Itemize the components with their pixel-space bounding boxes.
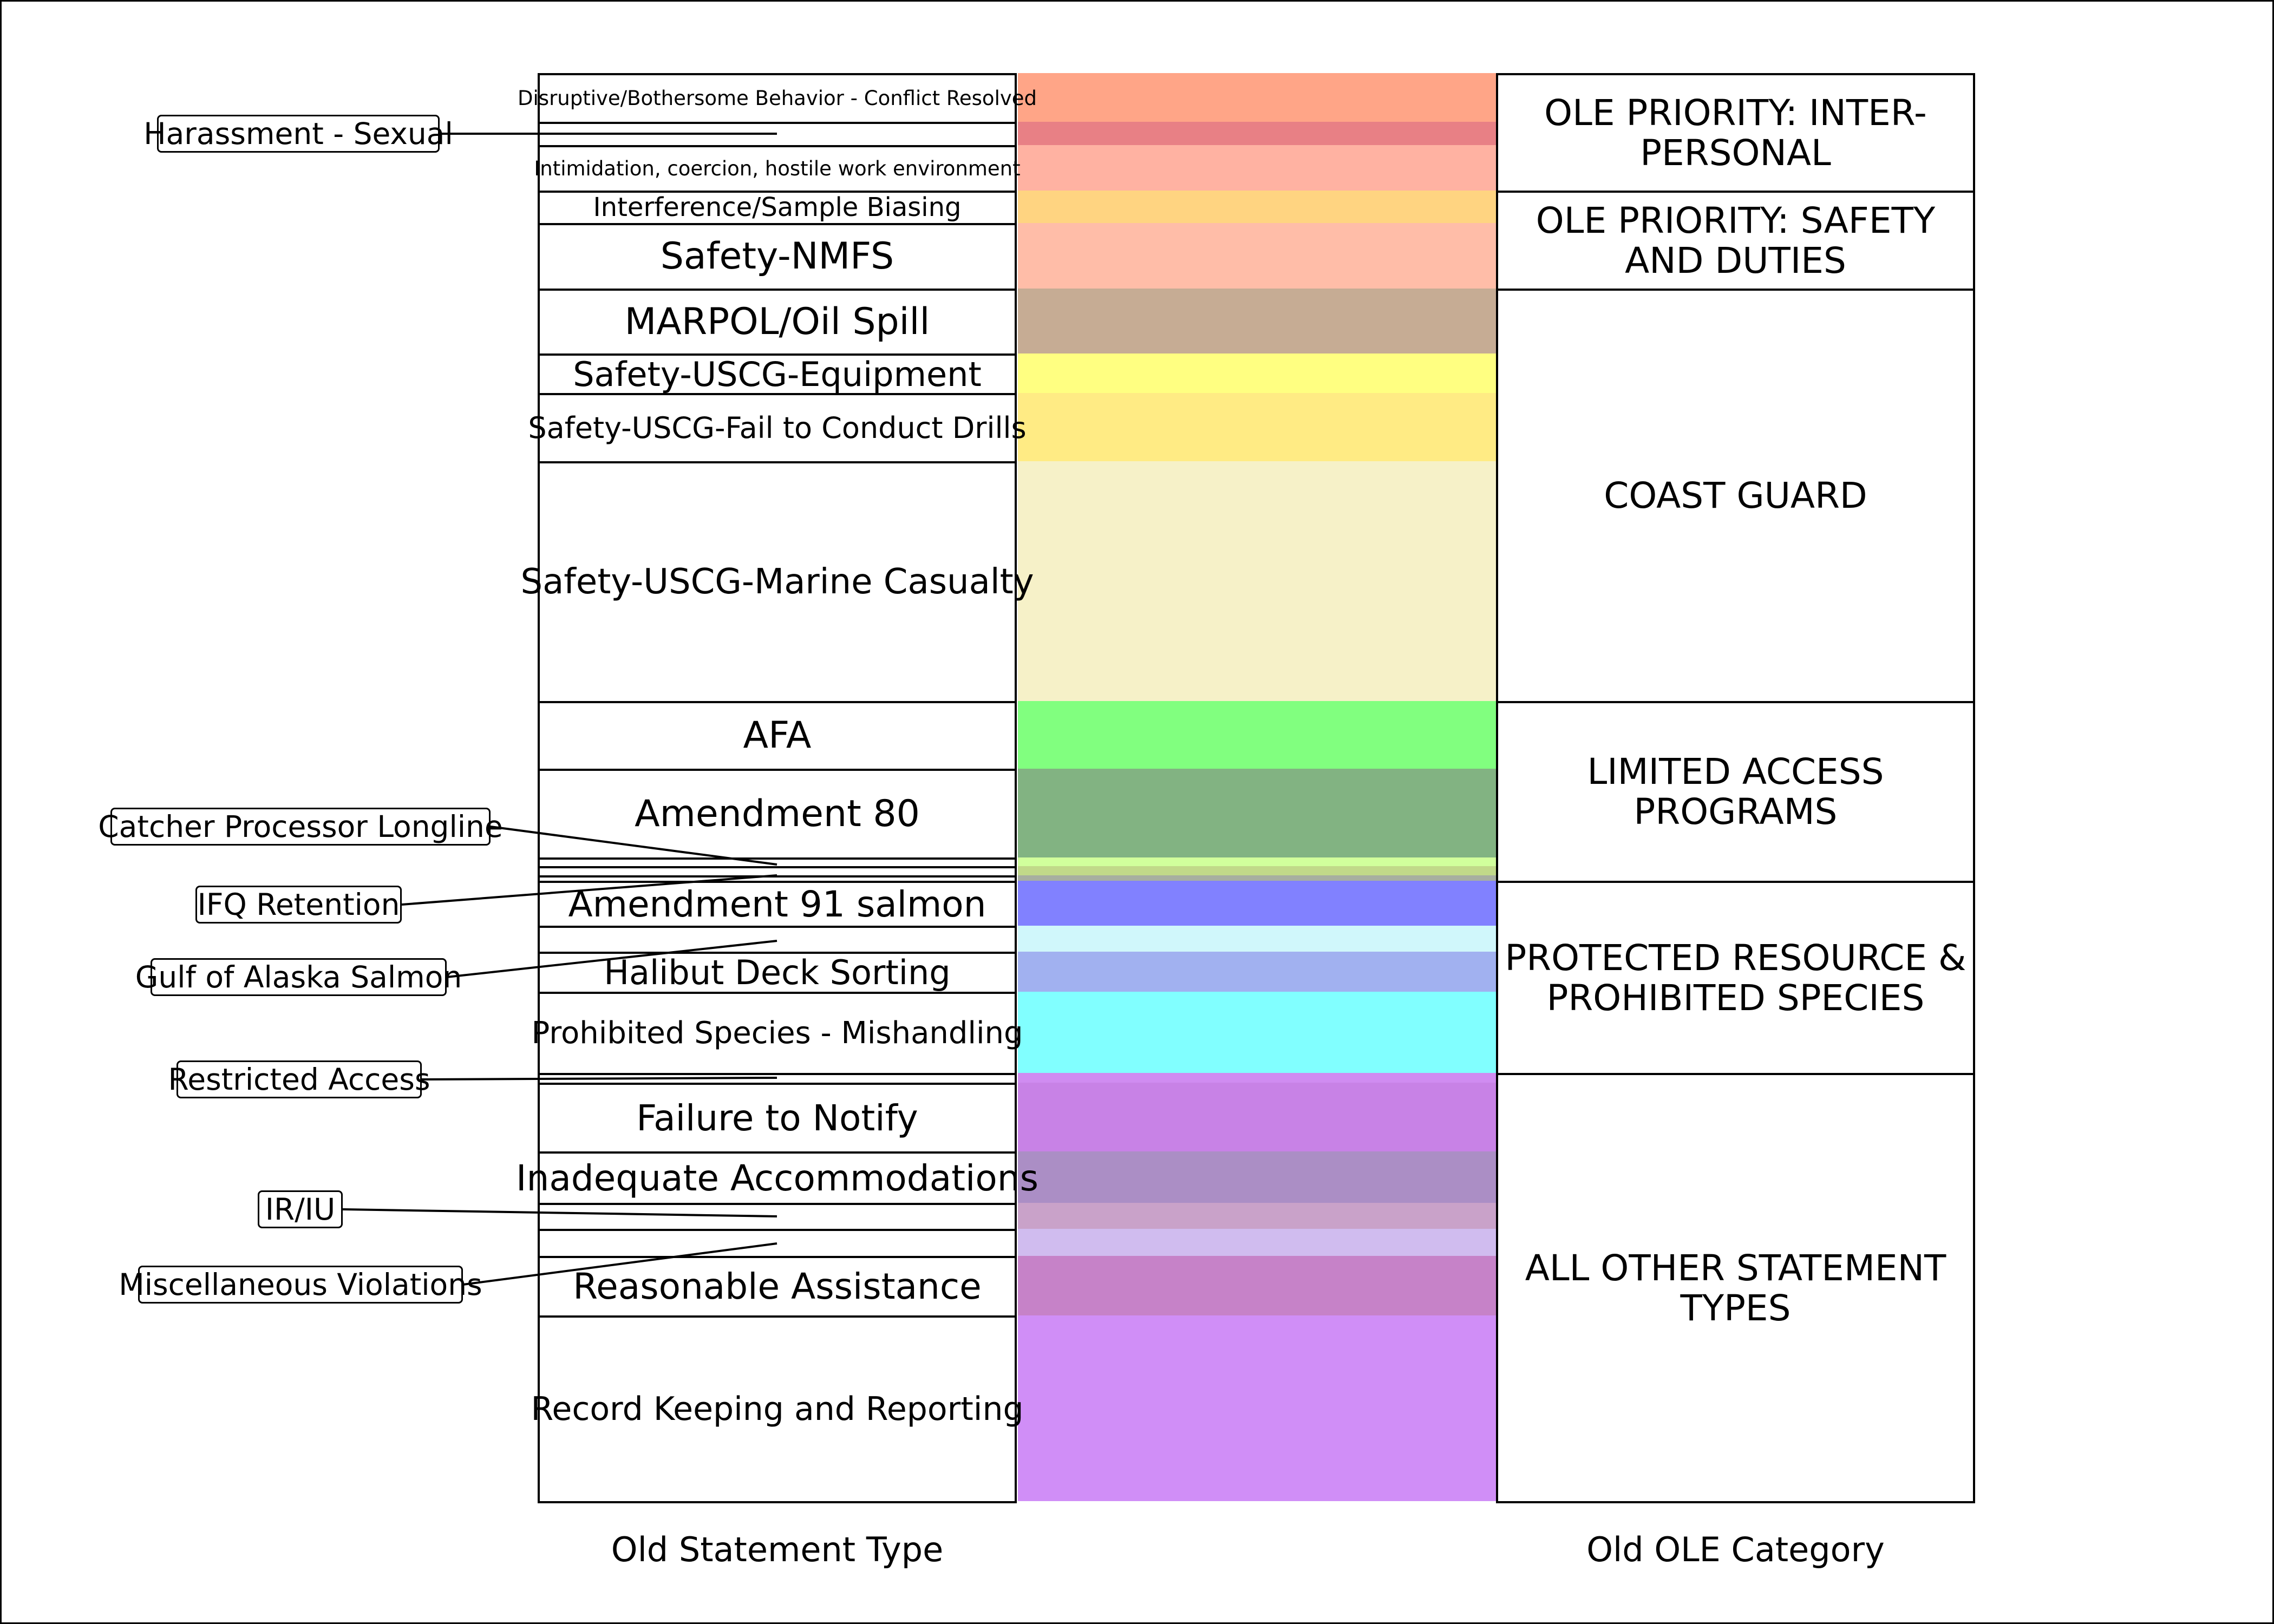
color-band <box>1018 122 1496 145</box>
leader-line <box>342 1208 777 1217</box>
statement-type-label: Interference/Sample Biasing <box>593 192 962 223</box>
color-band <box>1018 952 1496 992</box>
color-band <box>1018 73 1496 122</box>
color-band <box>1018 145 1496 191</box>
color-band <box>1018 866 1496 875</box>
statement-type-label: Reasonable Assistance <box>573 1266 982 1308</box>
statement-type-label: Disruptive/Bothersome Behavior - Conflic… <box>518 87 1037 110</box>
footer-left-label: Old Statement Type <box>611 1530 944 1569</box>
color-band <box>1018 701 1496 769</box>
ole-category-label: OLE PRIORITY: INTER-PERSONAL <box>1544 91 1927 174</box>
callout-label: Gulf of Alaska Salmon <box>135 958 462 996</box>
ole-category-cell: OLE PRIORITY: INTER-PERSONAL <box>1496 73 1975 193</box>
leader-line <box>446 940 777 978</box>
color-band <box>1018 191 1496 223</box>
statement-type-label: Amendment 80 <box>635 792 920 835</box>
footer-right-label: Old OLE Category <box>1586 1530 1885 1569</box>
statement-type-label: Record Keeping and Reporting <box>531 1390 1024 1428</box>
callout-label: Miscellaneous Violations <box>119 1266 482 1304</box>
color-band <box>1018 223 1496 289</box>
callout-label: IR/IU <box>258 1190 343 1228</box>
color-band <box>1018 857 1496 866</box>
statement-type-label: Safety-NMFS <box>660 235 894 278</box>
color-band <box>1018 353 1496 393</box>
statement-type-cell: Intimidation, coercion, hostile work env… <box>534 145 1021 193</box>
statement-type-label: Safety-USCG-Fail to Conduct Drills <box>528 410 1027 445</box>
color-band <box>1018 926 1496 952</box>
color-band <box>1018 881 1496 926</box>
statement-type-label: MARPOL/Oil Spill <box>624 300 930 343</box>
ole-category-cell: LIMITED ACCESS PROGRAMS <box>1496 701 1975 883</box>
color-band <box>1018 1073 1496 1083</box>
ole-category-label: LIMITED ACCESS PROGRAMS <box>1587 751 1884 833</box>
statement-type-label: Prohibited Species - Mishandling <box>531 1015 1023 1051</box>
color-band <box>1018 1083 1496 1151</box>
statement-type-label: Inadequate Accommodations <box>516 1157 1038 1199</box>
color-band <box>1018 393 1496 461</box>
statement-type-cell: Record Keeping and Reporting <box>531 1315 1024 1503</box>
ole-category-cell: ALL OTHER STATEMENT TYPES <box>1496 1073 1975 1503</box>
ole-category-cell: PROTECTED RESOURCE & PROHIBITED SPECIES <box>1496 881 1975 1075</box>
color-band <box>1018 875 1496 881</box>
callout-label: Harassment - Sexual <box>143 115 453 153</box>
ole-category-label: COAST GUARD <box>1604 475 1867 517</box>
statement-type-label: Amendment 91 salmon <box>568 883 986 925</box>
callout-label: Restricted Access <box>168 1060 430 1098</box>
color-band <box>1018 1229 1496 1256</box>
ole-category-label: PROTECTED RESOURCE & PROHIBITED SPECIES <box>1505 937 1966 1019</box>
statement-type-cell: Disruptive/Bothersome Behavior - Conflic… <box>518 73 1037 124</box>
color-band <box>1018 769 1496 857</box>
statement-type-cell: Interference/Sample Biasing <box>538 191 1017 225</box>
statement-type-label: Failure to Notify <box>636 1097 918 1139</box>
color-band <box>1018 289 1496 353</box>
statement-type-label: Safety-USCG-Marine Casualty <box>520 561 1034 602</box>
color-band <box>1018 992 1496 1073</box>
color-band <box>1018 1315 1496 1501</box>
color-band <box>1018 1151 1496 1203</box>
leader-line <box>421 1077 777 1081</box>
leader-line <box>490 826 777 866</box>
statement-type-label: Intimidation, coercion, hostile work env… <box>534 157 1021 181</box>
ole-category-label: OLE PRIORITY: SAFETY AND DUTIES <box>1535 199 1936 281</box>
callout-label: IFQ Retention <box>195 886 402 924</box>
color-band <box>1018 1256 1496 1315</box>
color-band <box>1018 1203 1496 1229</box>
color-band <box>1018 461 1496 701</box>
ole-category-label: ALL OTHER STATEMENT TYPES <box>1525 1247 1946 1329</box>
statement-type-label: Safety-USCG-Equipment <box>573 354 982 394</box>
leader-line <box>462 1242 777 1286</box>
statement-type-label: AFA <box>743 714 812 757</box>
leader-line <box>401 874 777 906</box>
callout-label: Catcher Processor Longline <box>98 808 503 846</box>
statement-type-label: Halibut Deck Sorting <box>604 953 951 993</box>
